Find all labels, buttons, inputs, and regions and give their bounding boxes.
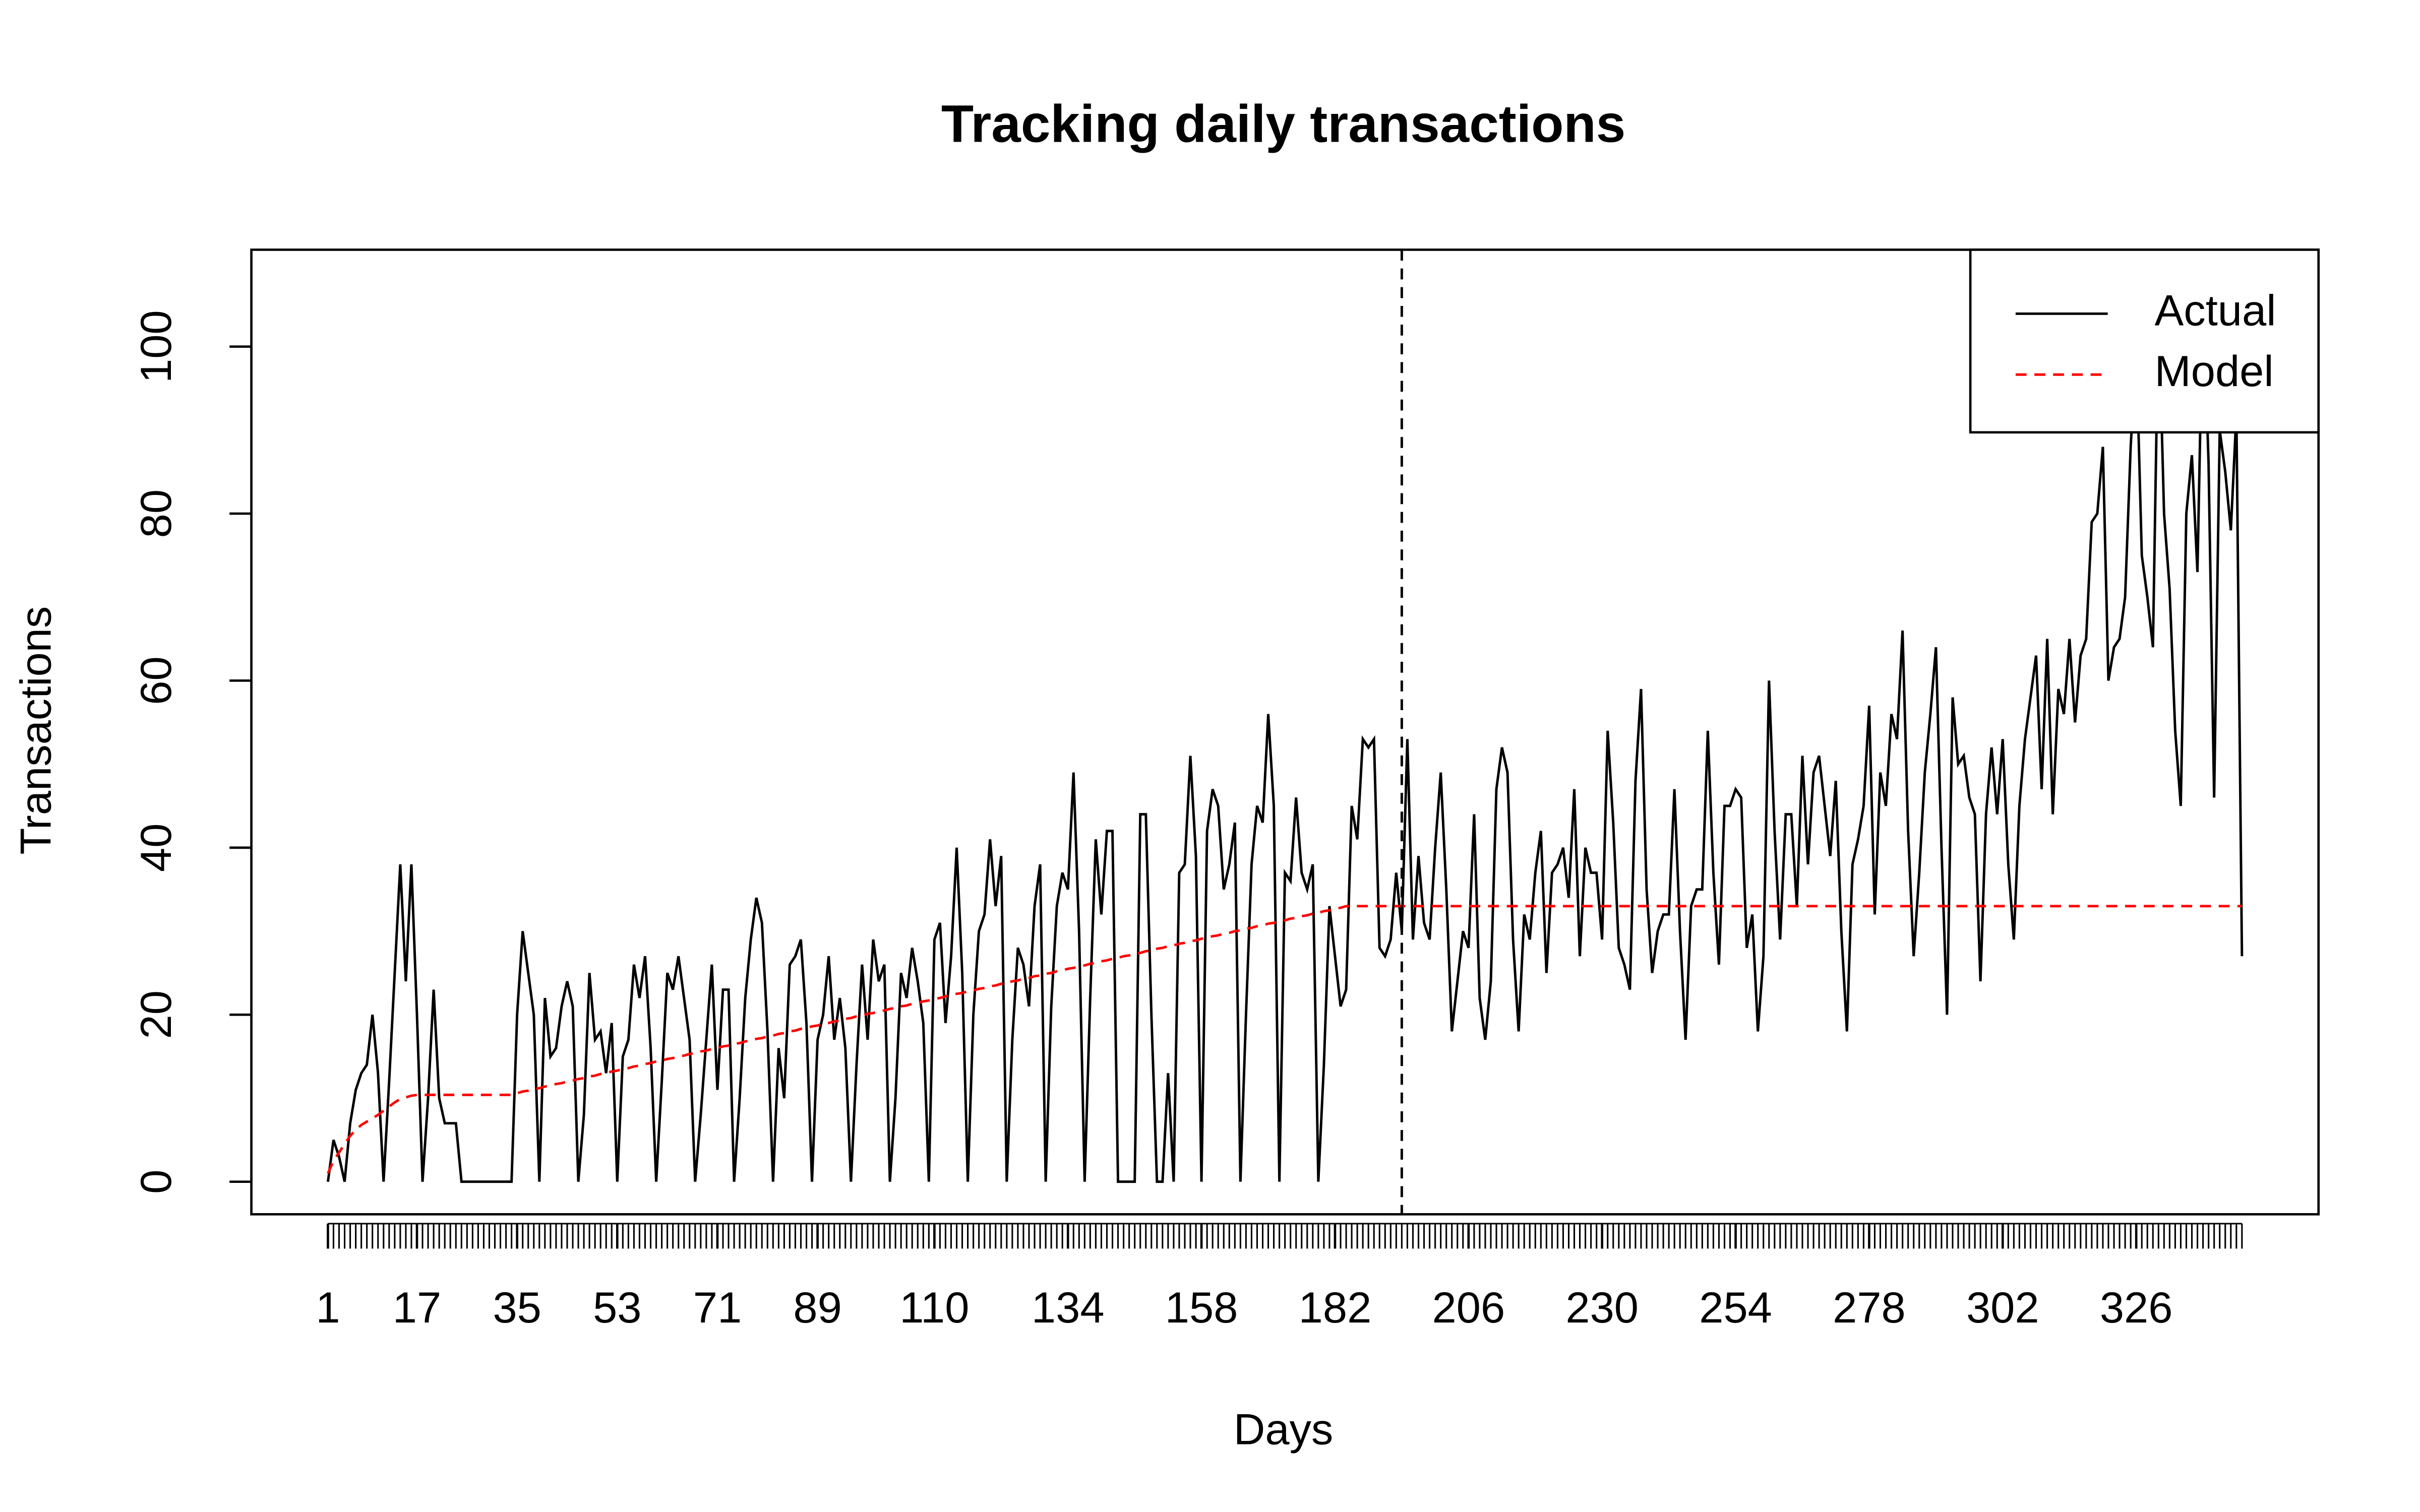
x-tick-label: 35 (493, 1284, 541, 1332)
legend-box (1969, 248, 2320, 434)
y-tick-label: 100 (132, 310, 180, 383)
x-tick-label: 326 (2100, 1284, 2173, 1332)
y-tick-label: 0 (132, 1170, 180, 1194)
y-axis-label: Transactions (12, 606, 60, 855)
x-tick-label: 302 (1966, 1284, 2039, 1332)
x-axis-label: Days (1234, 1406, 1334, 1454)
x-tick-label: 254 (1699, 1284, 1772, 1332)
x-tick-label: 230 (1565, 1284, 1639, 1332)
series-line (327, 905, 2242, 1174)
y-tick-label: 60 (132, 656, 180, 705)
chart-title: Tracking daily transactions (941, 95, 1625, 154)
x-tick-label: 53 (593, 1284, 641, 1332)
legend-label: Model (2155, 347, 2274, 396)
x-tick-label: 17 (393, 1284, 441, 1332)
x-tick-label: 182 (1299, 1284, 1372, 1332)
y-tick-label: 80 (132, 489, 180, 538)
legend-label: Actual (2155, 286, 2276, 335)
x-tick-label: 134 (1032, 1284, 1105, 1332)
x-tick-label: 110 (899, 1284, 969, 1332)
x-tick-label: 206 (1432, 1284, 1505, 1332)
x-tick-label: 71 (693, 1284, 742, 1332)
x-tick-label: 1 (316, 1284, 340, 1332)
y-tick-label: 40 (132, 824, 180, 872)
plot-frame (250, 248, 2320, 1216)
x-tick-label: 158 (1165, 1284, 1238, 1332)
series-line (326, 288, 2244, 1183)
x-tick-label: 278 (1833, 1284, 1906, 1332)
y-tick-label: 20 (132, 990, 180, 1039)
plot-area (326, 249, 2244, 1215)
x-tick-label: 89 (793, 1284, 841, 1332)
